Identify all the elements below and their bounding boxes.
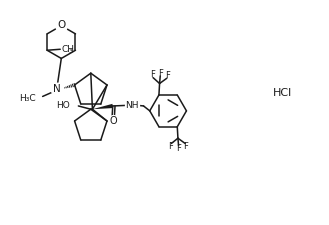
- Text: F: F: [165, 71, 170, 80]
- Text: HO: HO: [56, 101, 70, 110]
- Text: H₃C: H₃C: [19, 94, 36, 103]
- Text: 3: 3: [68, 49, 72, 54]
- Text: O: O: [57, 20, 65, 30]
- Text: F: F: [150, 70, 155, 79]
- Polygon shape: [92, 104, 113, 109]
- Text: N: N: [53, 84, 61, 94]
- Text: F: F: [158, 69, 163, 78]
- Text: CH: CH: [61, 45, 74, 54]
- Text: F: F: [183, 142, 188, 151]
- Text: NH: NH: [125, 101, 139, 110]
- Text: O: O: [109, 116, 117, 126]
- Text: HCl: HCl: [273, 88, 292, 98]
- Text: F: F: [176, 144, 181, 153]
- Text: F: F: [168, 142, 173, 151]
